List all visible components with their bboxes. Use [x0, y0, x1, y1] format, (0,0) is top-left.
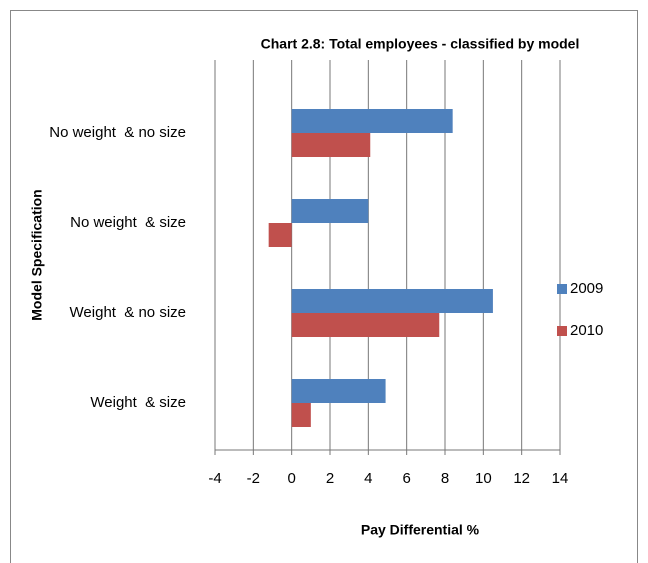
bar [291, 133, 371, 157]
x-tick-label: -2 [247, 470, 260, 487]
legend-swatch [557, 326, 567, 336]
x-tick-label: 10 [475, 470, 492, 487]
y-tick-label: Weight & size [90, 394, 186, 411]
legend-label: 2010 [570, 322, 603, 339]
bar [291, 109, 453, 133]
bar [291, 379, 386, 403]
x-tick-label: 14 [552, 470, 569, 487]
x-tick-label: 6 [402, 470, 410, 487]
x-tick-label: -4 [208, 470, 221, 487]
bar [291, 403, 311, 427]
x-axis-label: Pay Differential % [361, 522, 480, 538]
x-tick-label: 4 [364, 470, 372, 487]
chart-frame [10, 10, 638, 563]
x-tick-label: 0 [287, 470, 295, 487]
y-tick-label: Weight & no size [70, 304, 186, 321]
y-tick-label: No weight & no size [49, 124, 186, 141]
x-tick-label: 12 [513, 470, 530, 487]
legend-swatch [557, 284, 567, 294]
y-tick-label: No weight & size [70, 214, 186, 231]
bar [291, 313, 440, 337]
y-axis-label: Model Specification [29, 189, 45, 320]
bar [268, 223, 292, 247]
bar [291, 199, 369, 223]
x-tick-label: 2 [326, 470, 334, 487]
chart-title: Chart 2.8: Total employees - classified … [261, 36, 580, 52]
bar [291, 289, 493, 313]
legend-label: 2009 [570, 280, 603, 297]
x-tick-label: 8 [441, 470, 449, 487]
